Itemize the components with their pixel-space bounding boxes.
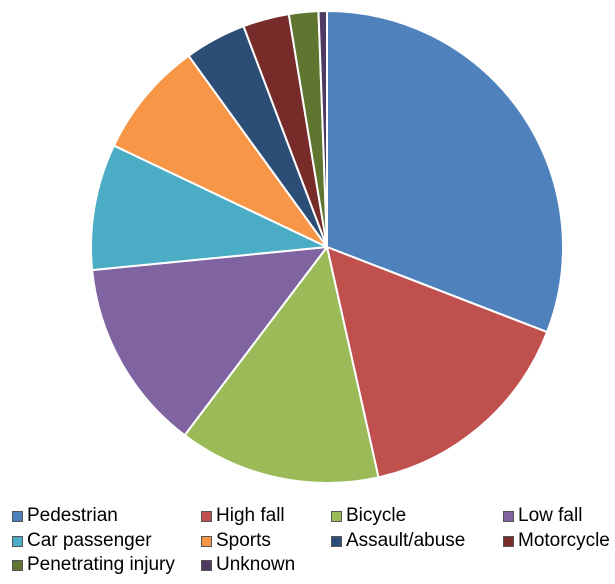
legend-swatch-pedestrian [12,510,23,522]
legend-swatch-unknown [201,559,212,571]
pie-slice-pedestrian [326,10,564,334]
legend-item-penetrating-injury: Penetrating injury [12,554,175,576]
legend-item-assault-abuse: Assault/abuse [331,530,465,552]
legend-swatch-bicycle [331,510,342,522]
legend-label-assault-abuse: Assault/abuse [346,530,466,551]
legend-label-penetrating-injury: Penetrating injury [27,554,175,575]
legend-item-motorcycle: Motorcycle [503,530,610,552]
legend-swatch-car-passenger [12,535,23,547]
legend-item-pedestrian: Pedestrian [12,505,118,527]
legend-swatch-motorcycle [503,535,514,547]
legend-swatch-low-fall [503,510,514,522]
legend-label-bicycle: Bicycle [346,505,407,526]
legend-item-bicycle: Bicycle [331,505,406,527]
legend-label-sports: Sports [216,530,271,551]
pie-slice-high-fall [326,246,549,479]
legend-label-car-passenger: Car passenger [27,530,152,551]
legend-item-high-fall: High fall [201,505,285,527]
legend-label-low-fall: Low fall [518,505,583,526]
legend-item-car-passenger: Car passenger [12,530,152,552]
legend-swatch-high-fall [201,510,212,522]
legend-swatch-penetrating-injury [12,559,23,571]
pie-slice-bicycle [183,246,380,484]
pie-slice-car-passenger [90,144,328,272]
legend-item-unknown: Unknown [201,554,295,576]
legend-label-high-fall: High fall [216,505,285,526]
legend-label-motorcycle: Motorcycle [518,530,610,551]
pie-slice-unknown [317,9,328,248]
legend-item-low-fall: Low fall [503,505,582,527]
legend-swatch-sports [201,535,212,547]
legend-item-sports: Sports [201,530,271,552]
legend-swatch-assault-abuse [331,535,342,547]
legend-label-unknown: Unknown [216,554,296,575]
legend-label-pedestrian: Pedestrian [27,505,118,526]
pie-slice-low-fall [91,246,328,437]
pie-slice-sports [112,54,328,248]
